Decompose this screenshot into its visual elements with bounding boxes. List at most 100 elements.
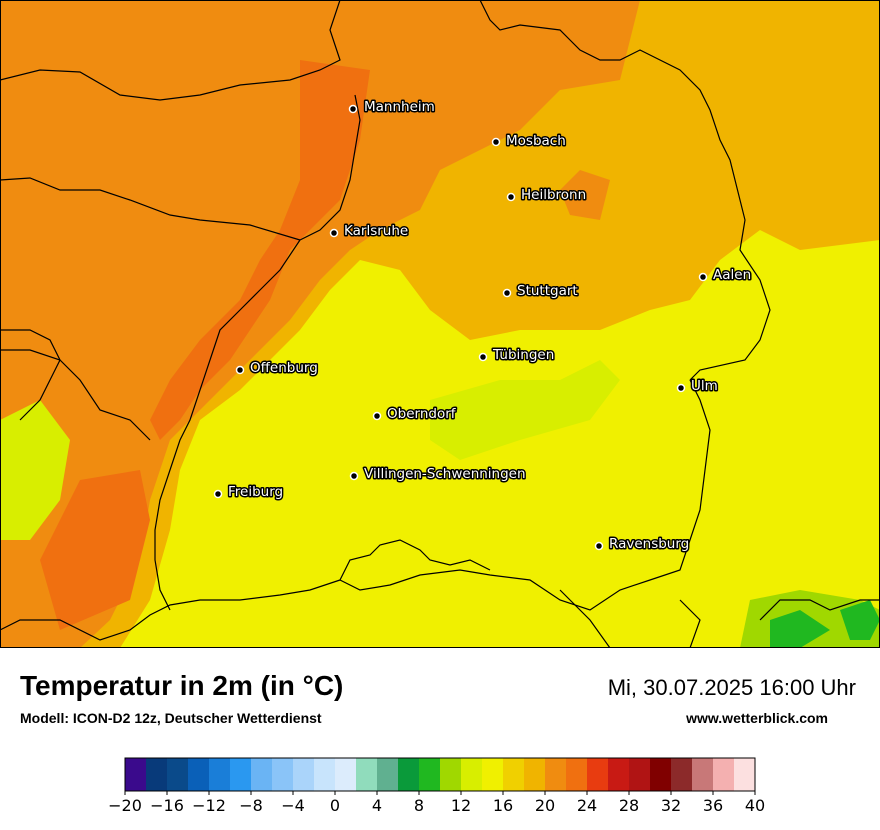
city-label: Villingen-Schwenningen bbox=[364, 466, 526, 482]
city-label: Offenburg bbox=[250, 360, 318, 376]
legend-swatch bbox=[482, 758, 504, 791]
map-title: Temperatur in 2m (in °C) bbox=[20, 670, 344, 701]
legend-swatch bbox=[335, 758, 357, 791]
legend-tick-label: 4 bbox=[372, 796, 382, 815]
hottest-zone bbox=[150, 60, 370, 440]
website-link[interactable]: www.wetterblick.com bbox=[686, 710, 828, 726]
legend-tick-label: 24 bbox=[577, 796, 597, 815]
city-marker-dot bbox=[676, 383, 686, 393]
legend-swatch bbox=[377, 758, 399, 791]
legend-swatch bbox=[398, 758, 420, 791]
city-label: Karlsruhe bbox=[344, 223, 408, 239]
legend-swatch bbox=[692, 758, 714, 791]
legend-swatch bbox=[293, 758, 315, 791]
city-offenburg: Offenburg bbox=[235, 359, 319, 378]
legend-tick-label: −16 bbox=[150, 796, 184, 815]
legend-swatch bbox=[125, 758, 147, 791]
city-label: Stuttgart bbox=[517, 283, 578, 299]
legend-swatch bbox=[503, 758, 525, 791]
cool-zone-alb bbox=[430, 360, 620, 460]
legend-tick-label: 8 bbox=[414, 796, 424, 815]
legend-swatch bbox=[545, 758, 567, 791]
color-legend: −20 −16 −12 −8 −4 0 4 8 12 16 20 24 28 32 36 40 bbox=[0, 753, 880, 823]
border-lines bbox=[0, 0, 880, 648]
legend-tick-label: 40 bbox=[745, 796, 765, 815]
city-mosbach: Mosbach bbox=[491, 132, 567, 151]
city-freiburg: Freiburg bbox=[213, 483, 285, 502]
city-stuttgart: Stuttgart bbox=[502, 282, 579, 301]
city-marker-dot bbox=[594, 541, 604, 551]
city-marker-dot bbox=[491, 137, 501, 147]
city-label: Mosbach bbox=[506, 133, 566, 149]
city-mannheim: Mannheim bbox=[348, 98, 436, 117]
city-ulm: Ulm bbox=[676, 377, 719, 396]
cold-zone-alps bbox=[770, 610, 830, 648]
city-label: Mannheim bbox=[364, 99, 435, 115]
city-markers: Mannheim Mosbach Heilbronn Karlsruhe Aal… bbox=[213, 98, 753, 554]
model-source: Modell: ICON-D2 12z, Deutscher Wetterdie… bbox=[20, 710, 322, 726]
city-label: Aalen bbox=[713, 267, 751, 283]
hot-patch-heilbronn bbox=[560, 170, 610, 220]
city-marker-dot bbox=[348, 104, 358, 114]
legend-swatch bbox=[314, 758, 336, 791]
cool-zone-west bbox=[0, 400, 70, 540]
legend-swatch bbox=[146, 758, 168, 791]
footer: Temperatur in 2m (in °C) Modell: ICON-D2… bbox=[0, 648, 880, 830]
legend-swatch bbox=[587, 758, 609, 791]
legend-tick-label: 36 bbox=[703, 796, 723, 815]
city-marker-dot bbox=[506, 192, 516, 202]
city-marker-dot bbox=[698, 272, 708, 282]
legend-swatch bbox=[671, 758, 693, 791]
city-marker-dot bbox=[502, 288, 512, 298]
city-label: Heilbronn bbox=[521, 187, 586, 203]
legend-swatch bbox=[230, 758, 252, 791]
hot-zone bbox=[0, 0, 640, 648]
legend-svg: −20 −16 −12 −8 −4 0 4 8 12 16 20 24 28 32 36 40 bbox=[108, 757, 765, 815]
city-oberndorf: Oberndorf bbox=[372, 405, 458, 424]
city-marker-dot bbox=[372, 411, 382, 421]
legend-tick-label: −12 bbox=[192, 796, 226, 815]
legend-frame bbox=[124, 757, 756, 792]
legend-swatch bbox=[188, 758, 210, 791]
city-marker-dot bbox=[478, 352, 488, 362]
legend-swatch bbox=[629, 758, 651, 791]
city-label: Ulm bbox=[691, 378, 718, 394]
legend-swatch bbox=[650, 758, 672, 791]
legend-swatch bbox=[419, 758, 441, 791]
city-marker-dot bbox=[349, 471, 359, 481]
legend-swatch bbox=[440, 758, 462, 791]
city-aalen: Aalen bbox=[698, 266, 753, 285]
city-label: Oberndorf bbox=[387, 406, 457, 422]
legend-tick-label: −8 bbox=[239, 796, 263, 815]
legend-swatch bbox=[209, 758, 231, 791]
cold-zone-alps-east bbox=[840, 600, 880, 640]
hottest-zone-south bbox=[40, 470, 150, 630]
legend-swatch bbox=[608, 758, 630, 791]
legend-tick-label: 12 bbox=[451, 796, 471, 815]
legend-swatch bbox=[461, 758, 483, 791]
legend-tick-label: 28 bbox=[619, 796, 639, 815]
legend-swatch bbox=[734, 758, 756, 791]
city-label: Tübingen bbox=[492, 347, 554, 363]
legend-swatch bbox=[713, 758, 735, 791]
city-karlsruhe: Karlsruhe bbox=[329, 222, 410, 241]
city-tuebingen: Tübingen bbox=[478, 346, 556, 365]
legend-swatch bbox=[251, 758, 273, 791]
legend-swatch bbox=[272, 758, 294, 791]
city-label: Ravensburg bbox=[609, 536, 689, 552]
city-label: Freiburg bbox=[228, 484, 283, 500]
legend-swatch bbox=[167, 758, 189, 791]
legend-tick-label: 16 bbox=[493, 796, 513, 815]
legend-tick-label: 20 bbox=[535, 796, 555, 815]
city-marker-dot bbox=[329, 228, 339, 238]
legend-tick-label: 0 bbox=[330, 796, 340, 815]
legend-swatch bbox=[356, 758, 378, 791]
temperature-map: Mannheim Mosbach Heilbronn Karlsruhe Aal… bbox=[0, 0, 880, 648]
legend-swatch bbox=[524, 758, 546, 791]
legend-swatch bbox=[566, 758, 588, 791]
forecast-datetime: Mi, 30.07.2025 16:00 Uhr bbox=[607, 675, 856, 700]
legend-tick-label: 32 bbox=[661, 796, 681, 815]
city-marker-dot bbox=[235, 365, 245, 375]
legend-tick-label: −20 bbox=[108, 796, 142, 815]
city-marker-dot bbox=[213, 489, 223, 499]
